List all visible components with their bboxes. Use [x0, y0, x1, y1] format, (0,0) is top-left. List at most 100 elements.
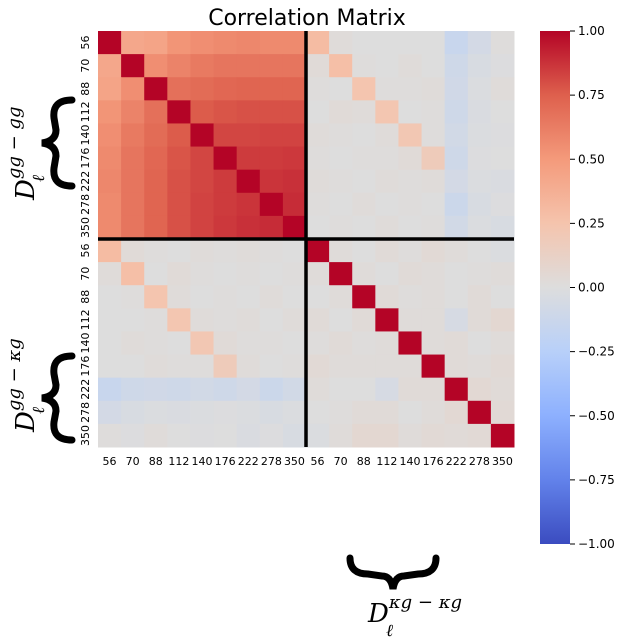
- heatmap-cell: [490, 239, 515, 263]
- heatmap-cell: [352, 31, 376, 55]
- heatmap-cell: [490, 54, 515, 78]
- heatmap-cell: [98, 285, 122, 309]
- heatmap-cell: [144, 308, 168, 332]
- y-tick-label: 222: [79, 171, 92, 192]
- x-tick-label: 278: [261, 455, 282, 468]
- heatmap-cell: [236, 146, 261, 171]
- x-tick-label: 350: [284, 455, 305, 468]
- heatmap-cell: [213, 239, 238, 263]
- heatmap-cell: [213, 400, 238, 425]
- label-gg-kg-sub: ℓ: [29, 407, 49, 414]
- heatmap-cell: [421, 100, 446, 124]
- heatmap-cell: [352, 77, 376, 101]
- heatmap-cell: [490, 146, 515, 171]
- heatmap-cell: [444, 146, 469, 171]
- heatmap-cell: [467, 54, 492, 78]
- x-tick-label: 176: [215, 455, 236, 468]
- heatmap-cell: [144, 262, 168, 286]
- heatmap-cell: [375, 192, 399, 217]
- y-tick-label: 350: [79, 425, 92, 446]
- heatmap-cell: [306, 192, 330, 217]
- heatmap-cell: [144, 285, 168, 309]
- x-tick-label: 56: [311, 455, 325, 468]
- heatmap-cell: [167, 423, 191, 448]
- heatmap-cell: [421, 31, 446, 55]
- heatmap-cell: [190, 146, 215, 171]
- heatmap-cell: [282, 400, 307, 425]
- label-gg-gg: Dgg − gg: [4, 107, 41, 201]
- heatmap-cell: [421, 262, 446, 286]
- heatmap-cell: [259, 100, 284, 124]
- heatmap-cell: [167, 308, 191, 332]
- heatmap-cell: [467, 31, 492, 55]
- heatmap-cell: [467, 100, 492, 124]
- heatmap-cell: [444, 77, 469, 101]
- heatmap-cell: [121, 192, 145, 217]
- heatmap-cell: [375, 423, 399, 448]
- heatmap-cell: [236, 354, 261, 379]
- heatmap-cell: [467, 77, 492, 101]
- heatmap-cell: [444, 192, 469, 217]
- heatmap-cell: [306, 423, 330, 448]
- chart-title: Correlation Matrix: [208, 6, 406, 31]
- heatmap-cell: [190, 239, 215, 263]
- heatmap-cell: [375, 31, 399, 55]
- heatmap-cell: [306, 54, 330, 78]
- heatmap-cell: [98, 308, 122, 332]
- heatmap-cell: [467, 400, 492, 425]
- heatmap-cell: [282, 100, 307, 124]
- heatmap-cell: [190, 262, 215, 286]
- heatmap-cell: [329, 354, 353, 379]
- x-tick-label: 88: [357, 455, 371, 468]
- heatmap-cell: [259, 169, 284, 194]
- heatmap-cell: [375, 146, 399, 171]
- heatmap-cell: [329, 400, 353, 425]
- heatmap-cell: [421, 400, 446, 425]
- y-tick-label: 112: [79, 309, 92, 330]
- heatmap-cell: [98, 100, 122, 124]
- heatmap-cell: [167, 331, 191, 356]
- heatmap-cell: [167, 400, 191, 425]
- heatmap-cell: [306, 100, 330, 124]
- heatmap-cell: [282, 146, 307, 171]
- heatmap-cell: [375, 100, 399, 124]
- heatmap-cell: [375, 400, 399, 425]
- heatmap-cell: [375, 262, 399, 286]
- heatmap-cell: [144, 100, 168, 124]
- y-tick-labels: 56 70 88 112 140 176 222 278 350 56 70 88 112 140 176 2…: [79, 36, 92, 446]
- heatmap-cell: [121, 331, 145, 356]
- heatmap-cell: [352, 331, 376, 356]
- heatmap-cell: [121, 169, 145, 194]
- heatmap-cell: [329, 31, 353, 55]
- heatmap-cell: [375, 123, 399, 148]
- heatmap-cell: [490, 308, 515, 332]
- heatmap-cell: [306, 354, 330, 379]
- heatmap-cell: [375, 331, 399, 356]
- heatmap-cell: [467, 215, 492, 240]
- heatmap-cell: [144, 400, 168, 425]
- heatmap-cell: [329, 377, 353, 402]
- heatmap-cell: [121, 77, 145, 101]
- heatmap-cell: [121, 423, 145, 448]
- heatmap-cell: [398, 262, 423, 286]
- heatmap-cell: [282, 331, 307, 356]
- heatmap-cell: [213, 146, 238, 171]
- y-tick-label: 56: [79, 244, 92, 258]
- colorbar-tick-label: 0.75: [578, 88, 605, 102]
- heatmap-cell: [421, 123, 446, 148]
- heatmap-cell: [490, 215, 515, 240]
- label-kg-kg-sub: ℓ: [386, 621, 393, 641]
- heatmap-cell: [352, 400, 376, 425]
- heatmap-cell: [213, 308, 238, 332]
- heatmap-cell: [352, 100, 376, 124]
- colorbar-tick-label: −0.50: [578, 409, 615, 423]
- colorbar: 1.00 0.75 0.50 0.25 0.00 −0.25 −0.50 −0.75 −1.00: [540, 24, 615, 551]
- heatmap-cell: [444, 423, 469, 448]
- y-tick-label: 88: [79, 82, 92, 96]
- heatmap-cell: [190, 354, 215, 379]
- heatmap-cell: [259, 215, 284, 240]
- y-tick-label: 140: [79, 333, 92, 354]
- brace-gg-kg: [41, 352, 76, 444]
- x-tick-label: 140: [400, 455, 421, 468]
- brace-kg-kg: [346, 554, 440, 590]
